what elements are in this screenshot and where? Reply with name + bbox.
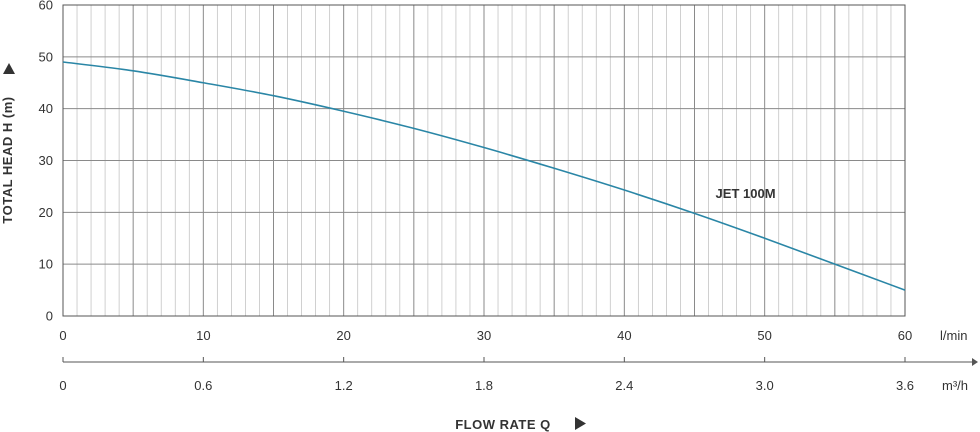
x-tick-labels: 0 10 20 30 40 50 60 bbox=[59, 328, 912, 343]
x-tick-label: 30 bbox=[477, 328, 491, 343]
x2-tick-label: 2.4 bbox=[615, 378, 633, 393]
x2-axis-arrow-icon bbox=[972, 358, 978, 366]
y-tick-labels: 0 10 20 30 40 50 60 bbox=[39, 0, 53, 324]
x2-tick-label: 0 bbox=[59, 378, 66, 393]
y-tick-label: 40 bbox=[39, 101, 53, 116]
series-label: JET 100M bbox=[716, 186, 776, 201]
y-tick-label: 10 bbox=[39, 257, 53, 272]
y-tick-label: 30 bbox=[39, 153, 53, 168]
x-tick-label: 60 bbox=[898, 328, 912, 343]
x2-tick-label: 1.8 bbox=[475, 378, 493, 393]
x-tick-label: 20 bbox=[336, 328, 350, 343]
secondary-x-axis: 0 0.6 1.2 1.8 2.4 3.0 3.6 bbox=[59, 357, 978, 393]
x-tick-label: 50 bbox=[757, 328, 771, 343]
plot-frame bbox=[62, 4, 906, 317]
x-tick-label: 10 bbox=[196, 328, 210, 343]
x2-tick-label: 0.6 bbox=[194, 378, 212, 393]
y-axis-title-group: TOTAL HEAD H (m) bbox=[0, 63, 15, 224]
x-tick-label: 0 bbox=[59, 328, 66, 343]
y-tick-label: 60 bbox=[39, 0, 53, 13]
y-axis-title: TOTAL HEAD H (m) bbox=[0, 96, 15, 223]
x-unit-label: l/min bbox=[940, 328, 967, 343]
y-tick-label: 20 bbox=[39, 205, 53, 220]
y-tick-label: 0 bbox=[46, 309, 53, 324]
arrow-right-icon bbox=[575, 417, 586, 430]
arrow-up-icon bbox=[3, 63, 15, 74]
x-axis-title-group: FLOW RATE Q bbox=[455, 417, 586, 432]
x-tick-label: 40 bbox=[617, 328, 631, 343]
x2-tick-label: 3.0 bbox=[756, 378, 774, 393]
x2-unit-label: m³/h bbox=[942, 378, 968, 393]
series-layer: JET 100M bbox=[62, 61, 906, 291]
x-axis-title: FLOW RATE Q bbox=[455, 417, 551, 432]
series-line bbox=[62, 61, 906, 291]
y-tick-label: 50 bbox=[39, 49, 53, 64]
x2-tick-label: 1.2 bbox=[335, 378, 353, 393]
x2-tick-label: 3.6 bbox=[896, 378, 914, 393]
major-gridlines bbox=[63, 5, 905, 316]
